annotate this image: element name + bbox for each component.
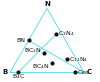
Text: C: C — [86, 69, 91, 75]
Text: C$_3$N$_4$: C$_3$N$_4$ — [58, 30, 75, 38]
Text: N: N — [44, 1, 50, 7]
Text: BC$_2$N: BC$_2$N — [24, 46, 42, 55]
Text: C$_{BN}$: C$_{BN}$ — [77, 68, 90, 77]
Text: B: B — [3, 69, 8, 75]
Text: BN: BN — [17, 38, 26, 43]
Text: C$_{11}$N$_4$: C$_{11}$N$_4$ — [69, 55, 89, 64]
Text: B$_4$C: B$_4$C — [12, 72, 25, 81]
Text: BC$_4$N: BC$_4$N — [32, 62, 50, 71]
